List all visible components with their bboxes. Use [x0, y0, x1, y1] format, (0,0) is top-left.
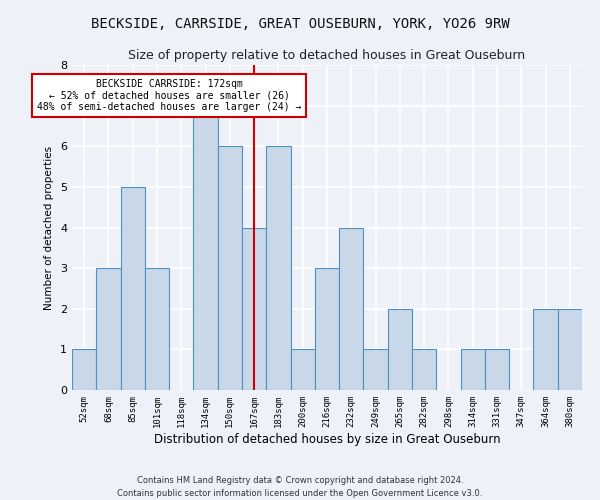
Bar	[533, 308, 558, 390]
Bar	[339, 228, 364, 390]
Title: Size of property relative to detached houses in Great Ouseburn: Size of property relative to detached ho…	[128, 50, 526, 62]
Text: Contains HM Land Registry data © Crown copyright and database right 2024.
Contai: Contains HM Land Registry data © Crown c…	[118, 476, 482, 498]
Bar	[461, 350, 485, 390]
Bar	[72, 350, 96, 390]
Text: BECKSIDE, CARRSIDE, GREAT OUSEBURN, YORK, YO26 9RW: BECKSIDE, CARRSIDE, GREAT OUSEBURN, YORK…	[91, 18, 509, 32]
Bar	[558, 308, 582, 390]
Bar	[412, 350, 436, 390]
X-axis label: Distribution of detached houses by size in Great Ouseburn: Distribution of detached houses by size …	[154, 432, 500, 446]
Bar	[364, 350, 388, 390]
Bar	[96, 268, 121, 390]
Bar	[485, 350, 509, 390]
Text: BECKSIDE CARRSIDE: 172sqm
← 52% of detached houses are smaller (26)
48% of semi-: BECKSIDE CARRSIDE: 172sqm ← 52% of detac…	[37, 79, 301, 112]
Bar	[266, 146, 290, 390]
Bar	[145, 268, 169, 390]
Bar	[242, 228, 266, 390]
Bar	[193, 106, 218, 390]
Bar	[290, 350, 315, 390]
Bar	[388, 308, 412, 390]
Bar	[218, 146, 242, 390]
Y-axis label: Number of detached properties: Number of detached properties	[44, 146, 55, 310]
Bar	[315, 268, 339, 390]
Bar	[121, 187, 145, 390]
